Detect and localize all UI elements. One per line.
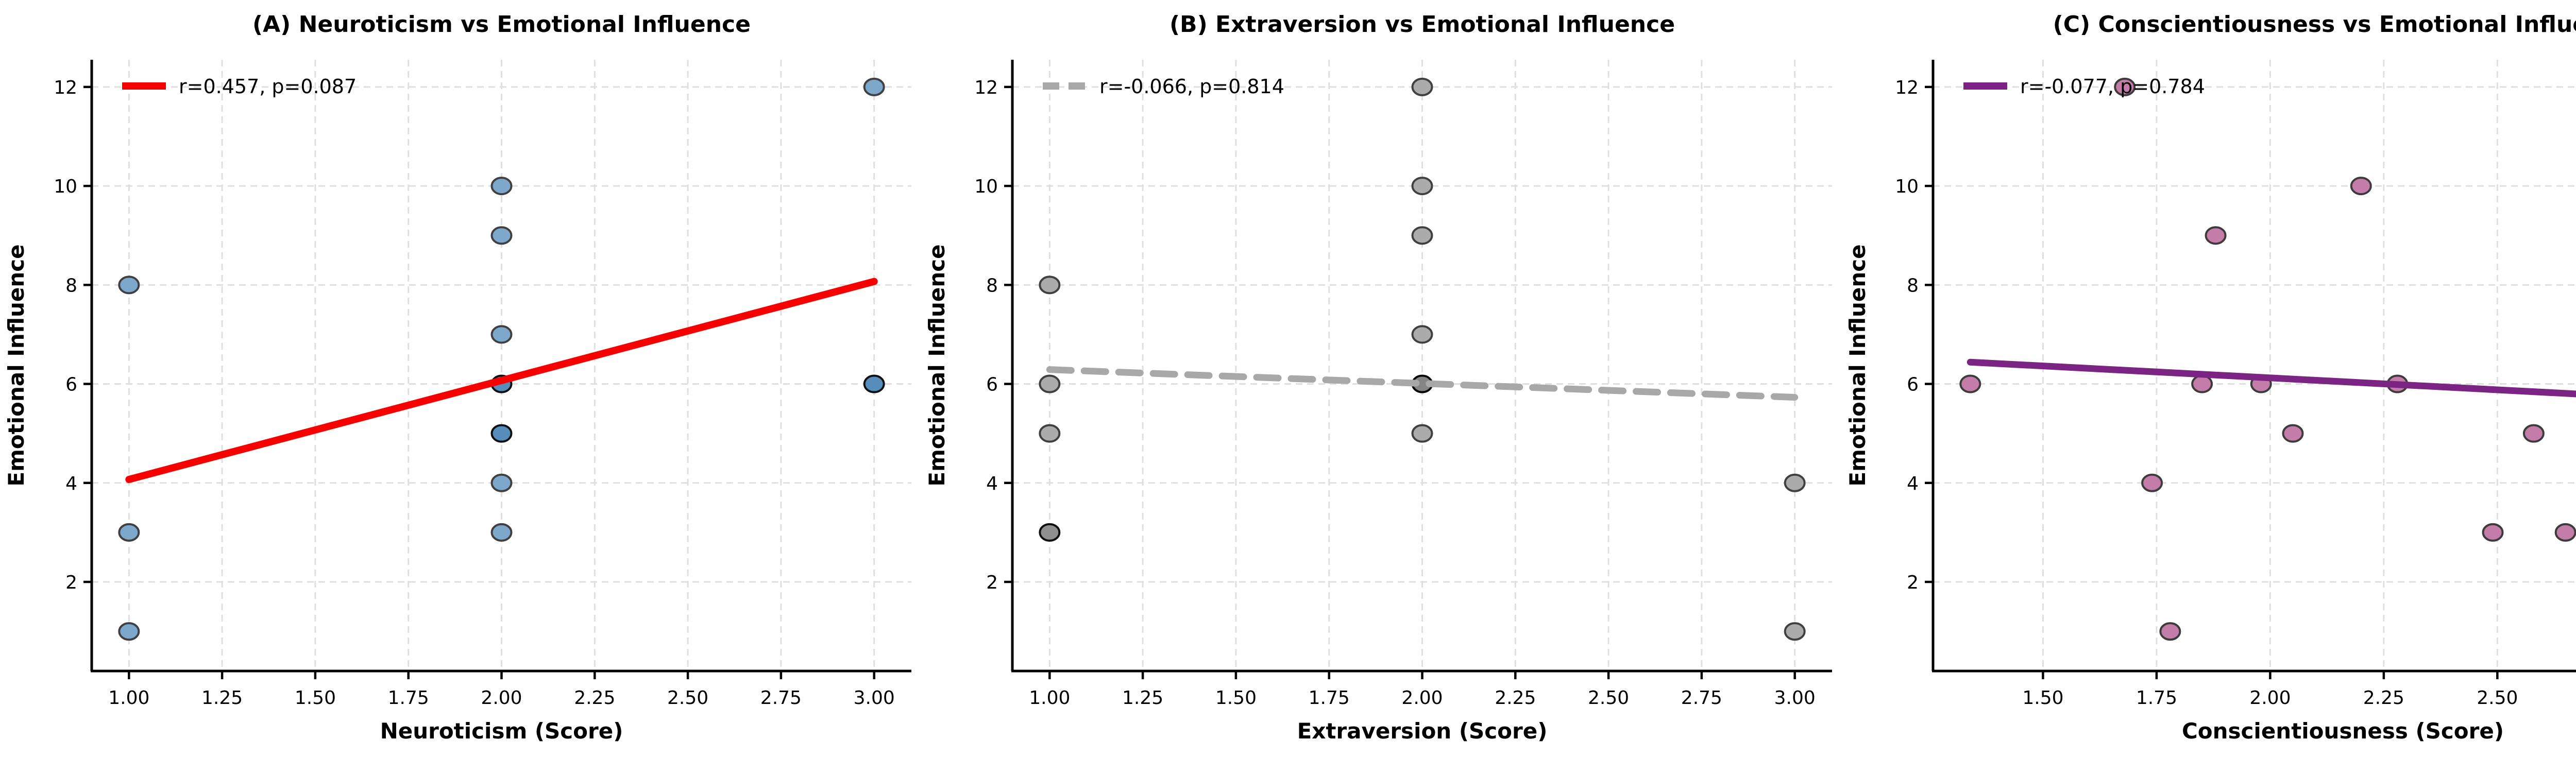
x-tick-label: 2.75 — [1681, 687, 1722, 709]
scatter-point — [490, 177, 513, 196]
scatter-point — [490, 473, 513, 492]
x-tick-label: 1.50 — [1215, 687, 1257, 709]
y-tick-label: 4 — [1907, 473, 1919, 494]
scatter-point — [1784, 473, 1806, 492]
y-tick-label: 2 — [65, 572, 77, 593]
x-tick-label: 2.50 — [2477, 687, 2518, 709]
scatter-point — [2554, 523, 2576, 542]
scatter-point — [2522, 424, 2545, 443]
y-tick-label: 6 — [65, 374, 77, 395]
scatter-point — [1411, 226, 1433, 245]
scatter-point — [1039, 276, 1061, 295]
scatter-point — [2282, 424, 2304, 443]
scatter-point — [2141, 473, 2163, 492]
chart-title: (C) Conscientiousness vs Emotional Influ… — [2053, 11, 2576, 38]
y-tick-label: 10 — [54, 176, 77, 197]
y-tick-label: 8 — [986, 275, 998, 296]
scatter-point — [490, 226, 513, 245]
scatter-point — [118, 523, 140, 542]
scatter-point — [863, 374, 885, 393]
regression-line — [125, 278, 878, 484]
x-tick-label: 1.50 — [295, 687, 336, 709]
scatter-point — [490, 424, 513, 443]
panel-a-neuroticism-chart: 1.00 1.25 1.50 1.75 2.00 2.25 2.50 2.75 3.00 2 4 6 8… — [0, 0, 921, 757]
scatter-point — [2159, 622, 2181, 641]
panel-c-conscientiousness-chart: 1.501.752.002.252.502.753.0024681012(C) … — [1841, 0, 2576, 757]
regression-line — [1046, 366, 1799, 401]
x-tick-label: 1.00 — [1029, 687, 1070, 709]
x-axis-label: Conscientiousness (Score) — [2182, 718, 2504, 744]
scatter-point — [1959, 374, 1981, 393]
scatter-point — [863, 77, 885, 96]
x-tick-label: 2.25 — [1495, 687, 1536, 709]
y-tick-label: 12 — [54, 77, 77, 98]
panel-b-extraversion-chart: 1.00 1.25 1.50 1.75 2.00 2.25 2.50 2.75 3.00 2 4 6 8… — [921, 0, 1841, 757]
x-tick-label: 3.00 — [854, 687, 895, 709]
chart-title: (B) Extraversion vs Emotional Influence — [1170, 11, 1675, 38]
y-tick-label: 4 — [986, 473, 998, 494]
x-tick-label: 3.00 — [1774, 687, 1816, 709]
scatter-point — [1039, 523, 1061, 542]
scatter-point — [2482, 523, 2504, 542]
scatter-point — [1411, 177, 1433, 196]
scatter-point — [1411, 424, 1433, 443]
scatter-point — [490, 325, 513, 344]
y-tick-label: 2 — [1907, 572, 1919, 593]
scatter-point — [1784, 622, 1806, 641]
x-axis-label: Neuroticism (Score) — [380, 718, 623, 744]
scatter-point — [118, 622, 140, 641]
scatter-point — [1411, 77, 1433, 96]
y-tick-label: 10 — [1895, 176, 1919, 197]
x-tick-label: 1.25 — [201, 687, 243, 709]
y-axis-label: Emotional Influence — [1845, 244, 1870, 486]
x-tick-label: 1.75 — [2136, 687, 2177, 709]
x-tick-label: 2.75 — [760, 687, 802, 709]
scatter-point — [1039, 424, 1061, 443]
x-tick-label: 2.00 — [2249, 687, 2291, 709]
y-tick-label: 8 — [65, 275, 77, 296]
legend-label: r=0.457, p=0.087 — [179, 75, 357, 98]
x-tick-label: 2.50 — [667, 687, 708, 709]
x-tick-label: 2.00 — [1401, 687, 1443, 709]
chart-title: (A) Neuroticism vs Emotional Influence — [252, 11, 751, 38]
y-tick-label: 12 — [1895, 77, 1919, 98]
chart-svg-C: 1.501.752.002.252.502.753.0024681012(C) … — [1841, 0, 2576, 757]
legend-label: r=-0.077, p=0.784 — [2020, 75, 2205, 98]
scatter-point — [1039, 374, 1061, 393]
x-tick-label: 2.25 — [574, 687, 615, 709]
x-tick-label: 1.75 — [1309, 687, 1350, 709]
y-tick-label: 10 — [974, 176, 998, 197]
y-axis-label: Emotional Influence — [924, 244, 950, 486]
legend-label: r=-0.066, p=0.814 — [1099, 75, 1284, 98]
x-axis-label: Extraversion (Score) — [1297, 718, 1548, 744]
chart-background — [0, 0, 921, 757]
scatter-point — [1411, 325, 1433, 344]
y-tick-label: 8 — [1907, 275, 1919, 296]
x-tick-label: 2.50 — [1588, 687, 1629, 709]
regression-line — [1967, 358, 2576, 398]
y-tick-label: 12 — [974, 77, 998, 98]
scatter-point — [118, 276, 140, 295]
y-axis-label: Emotional Influence — [4, 244, 29, 486]
x-tick-label: 1.50 — [2022, 687, 2063, 709]
scatter-point — [2114, 77, 2136, 96]
x-tick-label: 2.25 — [2363, 687, 2404, 709]
y-tick-label: 4 — [65, 473, 77, 494]
scatter-point — [2191, 374, 2213, 393]
chart-svg-B: 1.00 1.25 1.50 1.75 2.00 2.25 2.50 2.75 3.00 2 4 6 8… — [921, 0, 1841, 757]
y-tick-label: 6 — [1907, 374, 1919, 395]
chart-background — [921, 0, 1841, 757]
x-tick-label: 1.75 — [388, 687, 429, 709]
y-tick-label: 6 — [986, 374, 998, 395]
x-tick-label: 1.25 — [1122, 687, 1163, 709]
chart-svg-A: 1.00 1.25 1.50 1.75 2.00 2.25 2.50 2.75 3.00 2 4 6 8… — [0, 0, 921, 757]
x-tick-label: 1.00 — [108, 687, 149, 709]
scatter-point — [2350, 177, 2372, 196]
scatter-point — [490, 523, 513, 542]
scatter-point — [2205, 226, 2227, 245]
y-tick-label: 2 — [986, 572, 998, 593]
x-tick-label: 2.00 — [481, 687, 522, 709]
